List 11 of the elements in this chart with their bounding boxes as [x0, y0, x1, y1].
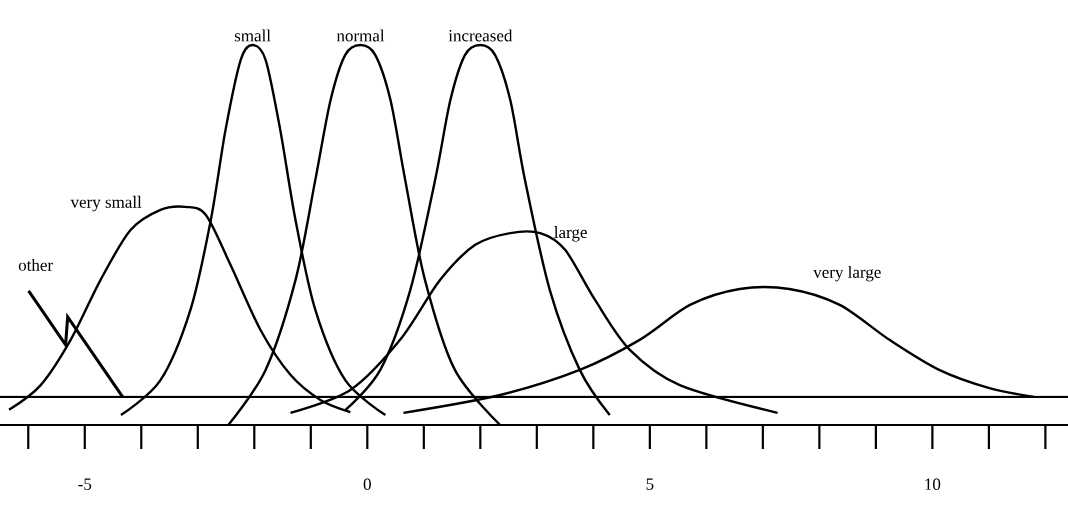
annotation: other	[18, 258, 53, 271]
series-label: very large	[813, 265, 881, 282]
series-label: very small	[70, 195, 142, 212]
x-tick-label: 10	[925, 478, 941, 490]
x-tick-label: 5	[646, 478, 654, 490]
series-label: normal	[336, 29, 385, 42]
x-tick-label: 0	[363, 478, 371, 490]
series-label: increased	[448, 29, 513, 42]
series-label: small	[234, 29, 271, 42]
x-tick-label: -5	[78, 478, 92, 490]
series-label: large	[554, 226, 587, 242]
